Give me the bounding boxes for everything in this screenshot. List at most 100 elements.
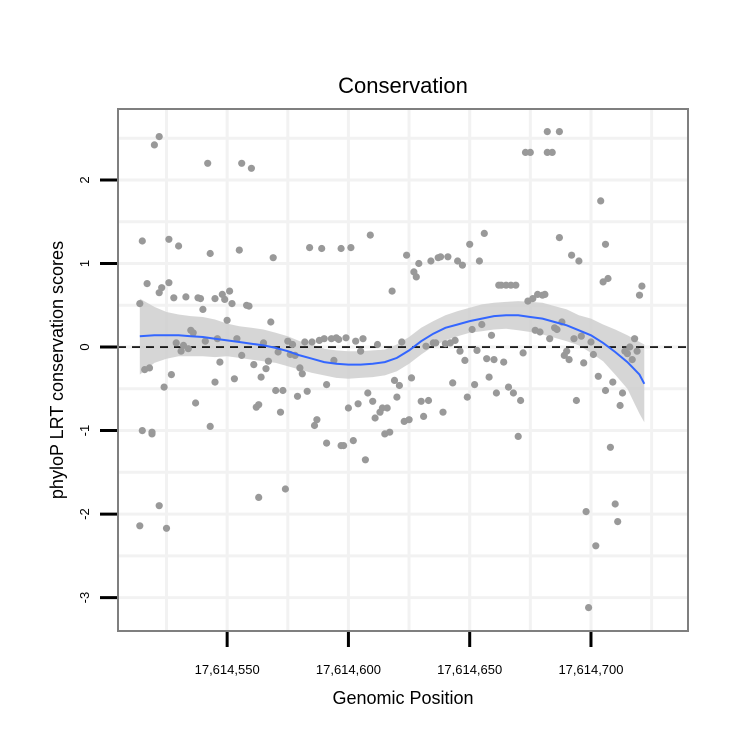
data-point xyxy=(417,397,425,405)
data-point xyxy=(512,281,520,289)
data-point xyxy=(456,347,464,355)
data-point xyxy=(211,295,219,303)
data-point xyxy=(189,329,197,337)
data-point xyxy=(364,389,372,397)
x-tick-label: 17,614,700 xyxy=(558,662,623,677)
data-point xyxy=(136,300,144,308)
data-point xyxy=(589,350,598,359)
data-point xyxy=(257,373,265,381)
data-point xyxy=(563,347,571,355)
data-point xyxy=(306,244,314,252)
data-point xyxy=(473,346,481,354)
data-point xyxy=(420,412,428,420)
data-point xyxy=(485,373,493,381)
data-point xyxy=(526,148,534,156)
data-point xyxy=(155,133,163,141)
data-point xyxy=(504,383,513,391)
data-point xyxy=(182,293,190,301)
data-point xyxy=(451,336,459,344)
data-point xyxy=(366,231,374,239)
data-point xyxy=(483,355,491,363)
data-point xyxy=(570,335,578,343)
data-point xyxy=(308,338,316,346)
data-point xyxy=(427,257,435,265)
data-point xyxy=(444,253,452,261)
data-point xyxy=(604,274,612,283)
data-point xyxy=(296,364,304,372)
data-point xyxy=(546,335,554,343)
data-point xyxy=(340,442,348,450)
data-point xyxy=(543,128,551,136)
smooth-fit-line xyxy=(139,314,646,385)
data-point xyxy=(432,339,440,347)
data-point xyxy=(344,404,352,412)
data-point xyxy=(158,284,166,292)
data-point xyxy=(478,320,486,329)
data-point xyxy=(255,401,263,409)
data-point xyxy=(264,357,272,365)
data-point xyxy=(631,335,639,343)
data-point xyxy=(170,294,178,302)
data-point xyxy=(235,246,243,254)
data-point xyxy=(167,371,175,379)
data-point xyxy=(449,379,457,387)
data-point xyxy=(592,542,600,550)
data-point xyxy=(255,493,263,501)
data-point xyxy=(323,381,331,389)
data-point xyxy=(555,128,564,136)
data-point xyxy=(587,338,595,346)
data-point xyxy=(136,522,144,530)
data-point xyxy=(223,316,231,324)
data-point xyxy=(555,234,564,242)
data-point xyxy=(349,437,357,445)
data-point xyxy=(398,338,406,346)
data-point xyxy=(238,351,246,359)
data-point xyxy=(301,338,309,346)
y-tick-label: 0 xyxy=(77,343,92,350)
data-point xyxy=(412,273,420,281)
data-point xyxy=(310,421,319,430)
data-point xyxy=(196,295,205,303)
y-axis-title: phyloP LRT conservation scores xyxy=(47,241,67,499)
data-point xyxy=(192,399,200,407)
data-point xyxy=(577,332,585,340)
data-point xyxy=(509,389,517,397)
data-point xyxy=(582,508,590,516)
data-point xyxy=(281,485,289,493)
x-tick-label: 17,614,550 xyxy=(195,662,260,677)
data-point xyxy=(458,261,466,269)
data-point xyxy=(354,400,362,408)
data-point xyxy=(347,244,355,252)
data-point xyxy=(623,350,632,358)
data-point xyxy=(606,443,615,451)
data-point xyxy=(628,356,636,364)
data-point xyxy=(475,257,483,265)
data-point xyxy=(293,392,302,400)
data-point xyxy=(323,439,331,447)
data-point xyxy=(565,356,573,364)
x-tick-label: 17,614,600 xyxy=(316,662,381,677)
y-tick-label: -2 xyxy=(77,508,92,520)
data-point xyxy=(211,378,219,386)
y-tick-label: 1 xyxy=(77,260,92,267)
data-point xyxy=(272,386,280,395)
data-point xyxy=(548,148,556,156)
data-point xyxy=(262,365,270,373)
data-point xyxy=(221,295,229,303)
data-point xyxy=(238,159,246,167)
data-point xyxy=(553,325,561,334)
data-point xyxy=(145,364,154,372)
data-point xyxy=(601,240,610,248)
data-point xyxy=(536,328,544,336)
data-point xyxy=(390,376,399,384)
data-point xyxy=(597,197,605,205)
data-point xyxy=(226,287,234,295)
panel-border xyxy=(117,108,689,632)
data-point xyxy=(601,386,610,395)
data-point xyxy=(352,337,360,345)
data-point xyxy=(373,340,382,349)
data-point xyxy=(463,393,471,401)
plot-panel xyxy=(118,109,688,631)
data-point xyxy=(206,422,214,430)
data-point xyxy=(454,257,462,265)
